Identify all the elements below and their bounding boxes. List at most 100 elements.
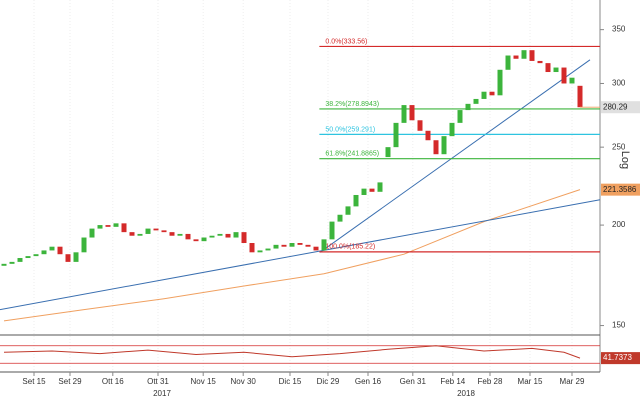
candle (537, 60, 543, 64)
candle (401, 105, 407, 123)
candle (233, 232, 239, 238)
candle (137, 233, 143, 236)
candle (353, 194, 359, 207)
candle (457, 110, 463, 123)
moving-average (3, 189, 581, 322)
candle (17, 258, 23, 262)
candle (481, 91, 487, 99)
candle (225, 233, 231, 238)
candle (257, 250, 263, 253)
x-tick-label: Feb 14 (440, 377, 465, 386)
y-tick-label: 300 (612, 79, 626, 88)
candle (41, 250, 47, 255)
candle (513, 55, 519, 59)
candle (265, 248, 271, 251)
candle (81, 237, 87, 253)
candle (169, 232, 175, 236)
candle (369, 188, 375, 192)
candle (241, 232, 247, 244)
fib-label: 100.0%(185.22) (325, 244, 375, 251)
candle (345, 206, 351, 215)
candle (425, 130, 431, 141)
candle (385, 147, 391, 158)
price-tag (601, 183, 640, 196)
x-tick-label: Mar 29 (560, 377, 585, 386)
y-tick-label: 200 (612, 220, 626, 229)
candle (297, 243, 303, 245)
candle (57, 246, 63, 255)
price-tag-label: 41.7373 (603, 353, 632, 362)
candle (289, 243, 295, 247)
x-tick-label: Ott 31 (147, 377, 169, 386)
candle (505, 55, 511, 70)
y-tick-label: 350 (612, 25, 626, 34)
candle (465, 103, 471, 111)
candle (473, 98, 479, 104)
candle (65, 254, 71, 262)
x-tick-label: Set 15 (22, 377, 46, 386)
candle (153, 228, 159, 231)
candle (561, 67, 567, 84)
candle (313, 246, 319, 251)
rsi-line (3, 345, 581, 359)
fib-label: 61.8%(241.8865) (325, 151, 379, 158)
price-tag (601, 352, 640, 365)
candle (145, 228, 151, 234)
candle (569, 77, 575, 84)
price-tag (601, 101, 640, 114)
candle (449, 122, 455, 137)
candle (161, 230, 167, 233)
candle (577, 85, 583, 108)
candle (361, 188, 367, 195)
x-tick-label: Nov 15 (191, 377, 217, 386)
x-tick-label: Set 29 (58, 377, 82, 386)
candle (329, 221, 335, 240)
x-tick-label: Ott 16 (102, 377, 124, 386)
x-tick-label: Nov 30 (231, 377, 257, 386)
candle (25, 256, 31, 259)
candle (417, 120, 423, 131)
year-label: 2018 (457, 389, 475, 398)
fib-label: 38.2%(278.8943) (325, 101, 379, 108)
x-tick-label: Dic 15 (279, 377, 302, 386)
candle (49, 246, 55, 251)
year-label: 2017 (153, 389, 171, 398)
candle (273, 244, 279, 249)
candle (553, 67, 559, 73)
candle (305, 244, 311, 247)
candle (1, 263, 7, 266)
candle (529, 50, 535, 61)
candle (105, 225, 111, 227)
y-tick-label: 250 (612, 142, 626, 151)
candle (201, 237, 207, 242)
candle (113, 223, 119, 227)
candle (89, 228, 95, 238)
candle (441, 136, 447, 155)
candle (185, 233, 191, 240)
candle (97, 225, 103, 229)
candle (321, 239, 327, 251)
trendline (319, 59, 591, 253)
candle (545, 63, 551, 73)
trendline (0, 199, 601, 311)
candle (9, 261, 15, 264)
candle (377, 182, 383, 192)
candle (497, 69, 503, 96)
candle (337, 214, 343, 222)
candle (489, 91, 495, 96)
candle (193, 239, 199, 242)
x-tick-label: Dic 29 (317, 377, 340, 386)
x-tick-label: Feb 28 (478, 377, 503, 386)
candle (393, 122, 399, 148)
candle (433, 140, 439, 155)
candle (209, 235, 215, 238)
candle (177, 233, 183, 236)
candle (121, 223, 127, 233)
fib-label: 50.0%(259.291) (325, 126, 375, 133)
candle (73, 252, 79, 262)
y-axis-label: Log (619, 151, 631, 169)
x-tick-label: Gen 16 (355, 377, 382, 386)
candle (249, 243, 255, 253)
